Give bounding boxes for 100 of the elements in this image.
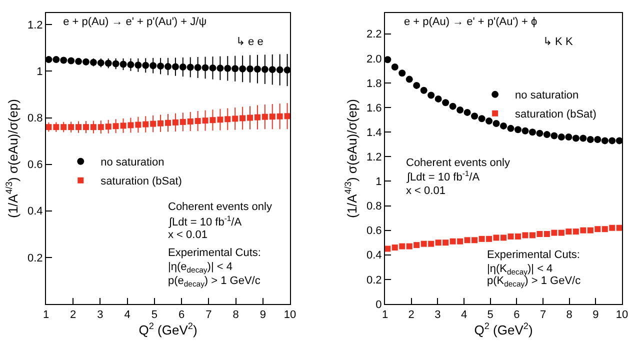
chart-title: e + p(Au) → e' + p'(Au') + J/ψ xyxy=(63,16,207,28)
y-tick-label: 0.6 xyxy=(28,159,43,172)
x-tick-label: 2 xyxy=(70,309,76,322)
point xyxy=(456,106,464,114)
point xyxy=(406,76,413,83)
y-tick-label: 2.0 xyxy=(366,53,382,66)
y-tick-label: 0.8 xyxy=(366,200,382,213)
point xyxy=(164,63,172,70)
x-tick-label: 8 xyxy=(232,309,239,322)
point xyxy=(120,60,127,68)
point xyxy=(391,64,398,71)
point xyxy=(232,116,238,122)
point xyxy=(392,244,398,251)
point xyxy=(202,64,209,72)
point xyxy=(587,227,594,234)
point xyxy=(150,120,156,127)
point xyxy=(142,62,150,69)
y-tick-label: 1.2 xyxy=(366,152,382,164)
point xyxy=(586,136,594,143)
x-tick-label: 10 xyxy=(616,309,628,322)
point xyxy=(514,126,522,134)
point xyxy=(580,134,587,142)
x-tick-label: 2 xyxy=(408,309,414,322)
point xyxy=(158,120,164,126)
point xyxy=(536,231,543,238)
point xyxy=(406,243,412,250)
point xyxy=(254,114,260,120)
point xyxy=(261,66,268,73)
legend-label: no saturation xyxy=(515,90,579,102)
point xyxy=(508,233,514,240)
x-tick-label: 7 xyxy=(206,309,212,322)
annotation: Experimental Cuts: xyxy=(168,247,261,259)
point xyxy=(601,137,608,144)
point xyxy=(543,131,550,138)
point xyxy=(284,113,290,120)
point xyxy=(262,114,268,120)
point xyxy=(127,61,134,68)
point xyxy=(566,228,572,235)
annotation: ∫Ldt = 10 fb$^{-1}$/A xyxy=(168,214,242,229)
annotation: Experimental Cuts: xyxy=(487,249,580,261)
y-tick-label: 0.4 xyxy=(366,250,382,262)
point xyxy=(428,240,434,247)
y-tick-label: 0.8 xyxy=(28,112,43,125)
point xyxy=(254,66,261,73)
point xyxy=(276,66,284,74)
point xyxy=(46,124,52,130)
point xyxy=(187,118,194,124)
point xyxy=(493,234,500,241)
point xyxy=(60,56,68,64)
y-tick-label: 0.4 xyxy=(28,206,43,218)
annotation: |η(e$_{decay}$)| < 4 xyxy=(168,261,232,274)
point xyxy=(486,118,493,125)
x-tick-label: 5 xyxy=(151,309,158,322)
point xyxy=(105,124,112,130)
point xyxy=(450,238,456,244)
point xyxy=(616,224,622,231)
annotation: Coherent events only xyxy=(406,157,510,169)
point xyxy=(53,124,60,130)
point xyxy=(75,58,82,65)
x-tick-label: 5 xyxy=(487,309,494,322)
point xyxy=(442,240,449,246)
point xyxy=(134,62,142,69)
point xyxy=(442,99,450,106)
point xyxy=(60,124,67,130)
point xyxy=(457,238,464,244)
y-tick-label: 0.2 xyxy=(28,252,43,264)
y-tick-label: 1 xyxy=(36,66,43,78)
point xyxy=(544,231,550,238)
point xyxy=(471,112,478,120)
point xyxy=(384,246,391,252)
point xyxy=(434,95,442,102)
point xyxy=(150,62,157,70)
point xyxy=(420,240,427,247)
point xyxy=(224,116,231,122)
x-tick-label: 7 xyxy=(540,309,546,322)
point xyxy=(186,64,194,71)
point xyxy=(240,115,246,122)
x-tick-label: 9 xyxy=(592,309,599,322)
point xyxy=(572,134,580,142)
x-axis-title: Q$^{2}$ (GeV$^{2}$) xyxy=(474,321,533,338)
point xyxy=(90,124,96,130)
point xyxy=(464,237,470,244)
point xyxy=(97,59,104,66)
point xyxy=(500,234,506,241)
point xyxy=(112,60,120,68)
point xyxy=(269,114,276,120)
point xyxy=(82,58,90,66)
point xyxy=(247,114,254,121)
point xyxy=(536,130,544,137)
y-tick-label: 1.6 xyxy=(366,102,382,114)
point xyxy=(472,237,478,244)
y-tick-label: 0.2 xyxy=(366,274,382,286)
point xyxy=(413,82,420,89)
point xyxy=(120,122,126,129)
point xyxy=(399,243,406,250)
x-tick-label: 3 xyxy=(434,309,441,322)
point xyxy=(135,122,142,128)
point xyxy=(246,65,254,72)
annotation: Coherent events only xyxy=(168,201,272,213)
point xyxy=(224,64,232,72)
